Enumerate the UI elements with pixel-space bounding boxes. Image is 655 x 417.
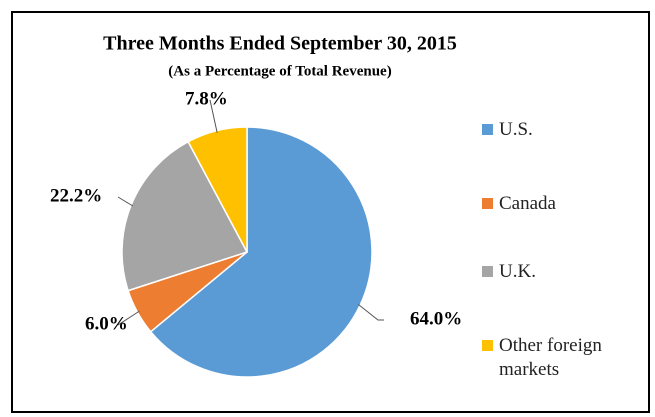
- legend-label: U.K.: [499, 261, 536, 282]
- data-label: 22.2%: [50, 185, 102, 206]
- legend-label: U.S.: [499, 119, 533, 140]
- legend-label: Other foreign markets: [499, 335, 602, 380]
- data-label: 7.8%: [185, 88, 228, 109]
- leader-line: [209, 99, 218, 133]
- leader-line: [357, 303, 384, 321]
- data-label: 64.0%: [410, 308, 462, 329]
- legend-item: Canada: [482, 192, 644, 216]
- legend-swatch: [482, 124, 493, 135]
- leader-line: [117, 196, 134, 207]
- chart-title: Three Months Ended September 30, 2015: [103, 33, 457, 55]
- legend-item: U.S.: [482, 118, 644, 142]
- data-label: 6.0%: [85, 313, 128, 334]
- chart-subtitle: (As a Percentage of Total Revenue): [168, 63, 391, 79]
- leader-line: [117, 310, 140, 326]
- legend-item: U.K.: [482, 260, 644, 284]
- legend-swatch: [482, 340, 493, 351]
- legend-swatch: [482, 198, 493, 209]
- legend-swatch: [482, 266, 493, 277]
- legend-label: Canada: [499, 193, 556, 214]
- legend-item: Other foreign markets: [482, 334, 644, 382]
